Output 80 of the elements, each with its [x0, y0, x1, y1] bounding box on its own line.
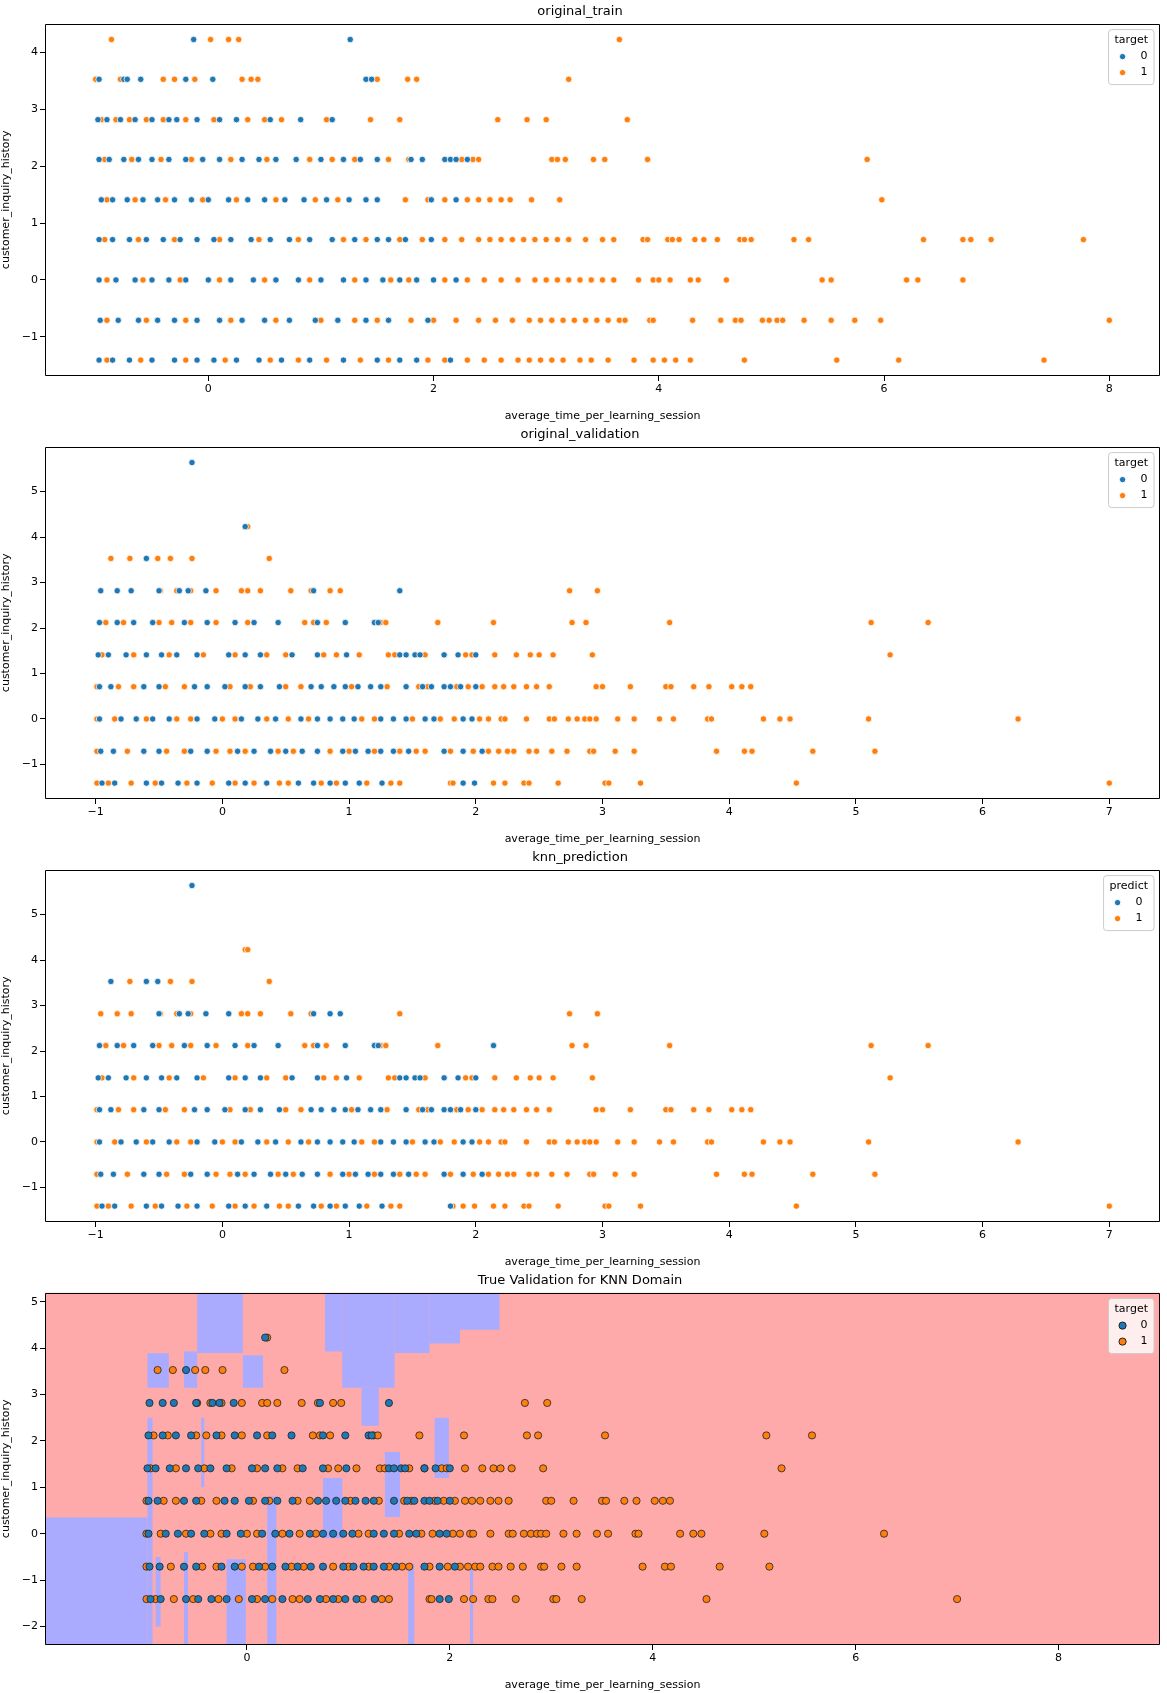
y-tick-label: 2	[31, 1433, 38, 1447]
y-tick-label: 2	[31, 1043, 38, 1057]
legend-label: 0	[1135, 895, 1143, 909]
x-tick-label: 4	[725, 805, 733, 819]
legend-title: target	[1114, 33, 1149, 47]
chart-title: original_validation	[520, 426, 640, 442]
y-tick-label: 5	[31, 907, 38, 921]
x-tick-label: 0	[218, 1228, 226, 1242]
y-tick-label: 3	[31, 575, 38, 589]
y-tick-label: −1	[21, 1572, 38, 1586]
y-tick-label: −1	[21, 757, 38, 771]
y-tick-label: 4	[31, 952, 38, 966]
legend-label: 1	[1140, 1334, 1148, 1348]
y-tick-label: 1	[31, 1089, 38, 1103]
x-axis-title: average_time_per_learning_session	[504, 409, 701, 423]
legend-label: 0	[1140, 49, 1148, 63]
x-tick-label: 6	[979, 805, 987, 819]
legend-label: 1	[1135, 911, 1143, 925]
y-tick-label: 5	[31, 1294, 38, 1308]
y-tick-label: 4	[31, 529, 38, 543]
x-tick-label: 5	[852, 805, 860, 819]
x-tick-label: 0	[204, 382, 212, 396]
y-tick-label: 4	[31, 45, 38, 59]
y-tick-label: 2	[31, 159, 38, 173]
y-tick-label: 3	[31, 102, 38, 116]
x-axis-title: average_time_per_learning_session	[504, 1255, 701, 1269]
legend-title: target	[1114, 1302, 1149, 1316]
x-axis-title: average_time_per_learning_session	[504, 832, 701, 846]
x-tick-label: −1	[87, 1228, 104, 1242]
chart-title: True Validation for KNN Domain	[476, 1272, 683, 1288]
x-tick-label: 0	[218, 805, 226, 819]
x-tick-label: 3	[599, 805, 606, 819]
y-axis-title: customer_inquiry_history	[0, 552, 13, 693]
x-tick-label: 0	[243, 1651, 251, 1665]
y-tick-label: 2	[31, 620, 38, 634]
y-tick-label: 1	[31, 215, 38, 229]
x-axis-title: average_time_per_learning_session	[504, 1678, 701, 1692]
y-tick-label: 0	[31, 1526, 38, 1540]
y-tick-label: 1	[31, 666, 38, 680]
y-axis-title: customer_inquiry_history	[0, 1398, 13, 1539]
legend-label: 0	[1140, 472, 1148, 486]
x-tick-label: 6	[979, 1228, 987, 1242]
x-tick-label: 2	[472, 805, 480, 819]
x-tick-label: 4	[655, 382, 663, 396]
y-tick-label: 5	[31, 484, 38, 498]
x-tick-label: 1	[345, 1228, 353, 1242]
legend-label: 1	[1140, 488, 1148, 502]
x-tick-label: −1	[87, 805, 104, 819]
x-tick-label: 4	[725, 1228, 733, 1242]
y-tick-label: −1	[21, 1180, 38, 1194]
y-tick-label: 0	[31, 711, 38, 725]
chart-title: knn_prediction	[532, 849, 628, 865]
y-tick-label: −2	[21, 1619, 38, 1633]
x-tick-label: 6	[852, 1651, 860, 1665]
legend-title: predict	[1109, 879, 1149, 893]
y-tick-label: 3	[31, 1387, 38, 1401]
y-axis-title: customer_inquiry_history	[0, 129, 13, 270]
y-tick-label: 4	[31, 1341, 38, 1355]
y-tick-label: 3	[31, 998, 38, 1012]
x-tick-label: 6	[880, 382, 888, 396]
legend-label: 0	[1140, 1318, 1148, 1332]
x-tick-label: 2	[446, 1651, 454, 1665]
x-tick-label: 4	[649, 1651, 657, 1665]
x-tick-label: 2	[430, 382, 438, 396]
y-tick-label: −1	[21, 329, 38, 343]
x-tick-label: 8	[1055, 1651, 1063, 1665]
x-tick-label: 3	[599, 1228, 606, 1242]
y-tick-label: 0	[31, 272, 38, 286]
y-axis-title: customer_inquiry_history	[0, 975, 13, 1116]
x-tick-label: 8	[1105, 382, 1113, 396]
x-tick-label: 7	[1105, 805, 1113, 819]
y-tick-label: 1	[31, 1480, 38, 1494]
x-tick-label: 2	[472, 1228, 480, 1242]
legend-title: target	[1114, 456, 1149, 470]
chart-title: original_train	[537, 3, 623, 19]
y-tick-label: 0	[31, 1134, 38, 1148]
x-tick-label: 7	[1105, 1228, 1113, 1242]
legend-label: 1	[1140, 65, 1148, 79]
x-tick-label: 5	[852, 1228, 860, 1242]
x-tick-label: 1	[345, 805, 353, 819]
